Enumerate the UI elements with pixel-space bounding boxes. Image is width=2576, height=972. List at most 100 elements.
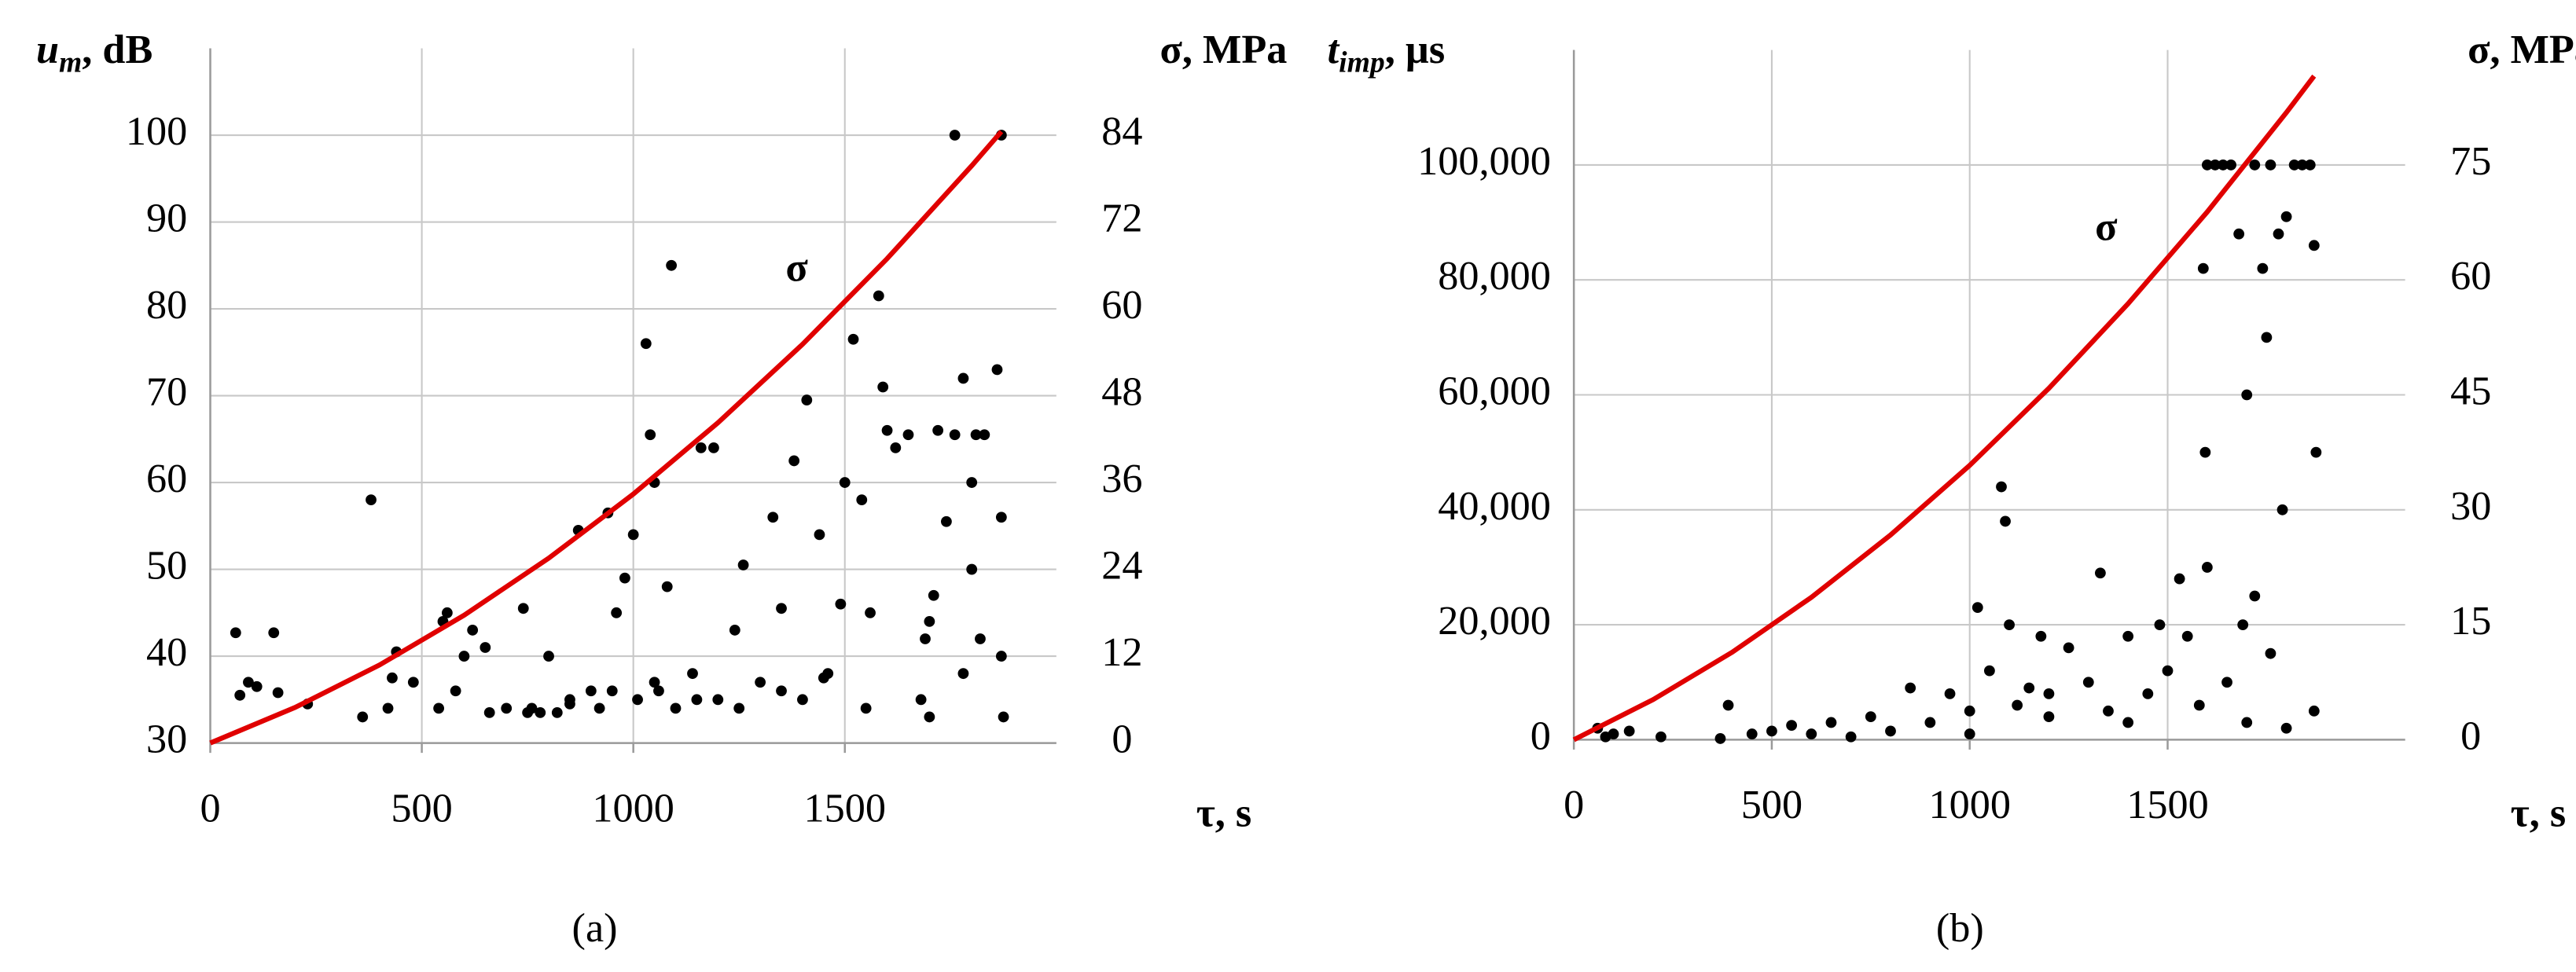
data-point [2241,389,2253,401]
y-label-subscript: imp [1339,46,1385,79]
data-point [632,694,643,706]
data-point [458,651,470,662]
data-point [975,633,986,644]
data-point [801,394,813,405]
curve-annotation: σ [2095,204,2118,250]
data-point [2004,619,2015,630]
data-point [585,685,597,697]
x-axis-label: τ, s [1196,790,1252,836]
data-point [2237,619,2249,630]
data-point [797,694,808,706]
data-point [2122,717,2134,728]
y2-tick-label: 60 [1101,282,1142,328]
y-tick-label: 80 [146,282,187,328]
data-point [1608,728,1619,739]
data-point [687,668,698,680]
data-point [441,607,453,618]
data-point [737,559,749,570]
data-point [818,672,829,684]
x-tick-label: 1000 [1928,782,2010,827]
data-point [835,598,847,610]
data-point [501,702,513,714]
data-point [2249,160,2261,171]
data-point [966,477,978,488]
data-point [2035,630,2047,642]
y-label-symbol: t [1328,27,1340,72]
data-point [1972,602,1983,614]
data-point [902,429,914,441]
data-point [2082,677,2094,688]
data-point [915,694,927,706]
data-point [1944,688,1956,699]
data-point [1746,728,1758,739]
data-point [881,424,893,436]
data-point [2288,160,2300,171]
data-point [995,512,1007,523]
data-point [2310,446,2322,458]
x-tick-label: 1500 [2126,782,2208,827]
data-point [2218,160,2229,171]
y-tick-label: 60,000 [1438,368,1551,413]
data-point [2201,562,2213,573]
x-tick-label: 1500 [804,785,886,831]
data-point [1623,725,1635,737]
data-point [856,494,868,506]
data-point [564,698,575,710]
data-point [649,677,660,688]
data-point [2103,705,2114,717]
data-point [1806,728,1817,739]
data-point [2241,717,2253,728]
data-point [366,494,377,506]
data-point [619,572,630,584]
data-point [949,130,961,141]
data-point [2280,722,2292,734]
data-point [924,711,935,723]
data-point [2012,699,2023,711]
data-point [2277,504,2288,515]
data-point [991,364,1003,376]
y-tick-label: 70 [146,369,187,415]
y2-tick-label: 48 [1101,369,1142,415]
y-tick-label: 100 [126,108,187,154]
data-point [928,589,939,601]
data-point [2162,665,2174,677]
data-point [2122,630,2134,642]
data-point [2296,160,2308,171]
data-point [708,442,719,453]
data-point [517,603,529,614]
data-point [1722,699,1734,711]
y-tick-label: 40 [146,629,187,675]
data-point [1924,717,1936,728]
data-point [788,455,800,467]
data-point [467,625,479,636]
data-point [2000,515,2011,527]
y-label-unit: , dB [82,27,153,72]
data-point [450,685,461,697]
data-point [387,672,398,684]
y2-tick-label: 30 [2450,483,2491,529]
data-point [357,711,369,723]
data-point [2308,240,2320,251]
panel-caption: (a) [572,905,618,951]
data-point [407,677,419,688]
data-point [251,680,263,692]
x-tick-label: 0 [1564,782,1584,827]
y2-tick-label: 60 [2450,253,2491,299]
data-point [640,338,652,350]
data-point [2265,160,2277,171]
y-tick-label: 30 [146,717,187,762]
data-point [645,429,656,441]
data-point [1964,728,1975,739]
y2-axis-label: σ, MPa [2468,27,2576,72]
data-point [2273,228,2284,240]
y2-tick-label: 15 [2450,598,2491,644]
y-axis-label: timp, µs [1328,27,1446,79]
y2-tick-label: 24 [1101,543,1142,589]
x-tick-label: 500 [391,785,452,831]
data-point [1714,733,1726,744]
data-point [2095,567,2106,579]
y2-tick-label: 72 [1101,196,1142,241]
sigma-curve [1572,74,2317,743]
data-point [2233,228,2245,240]
